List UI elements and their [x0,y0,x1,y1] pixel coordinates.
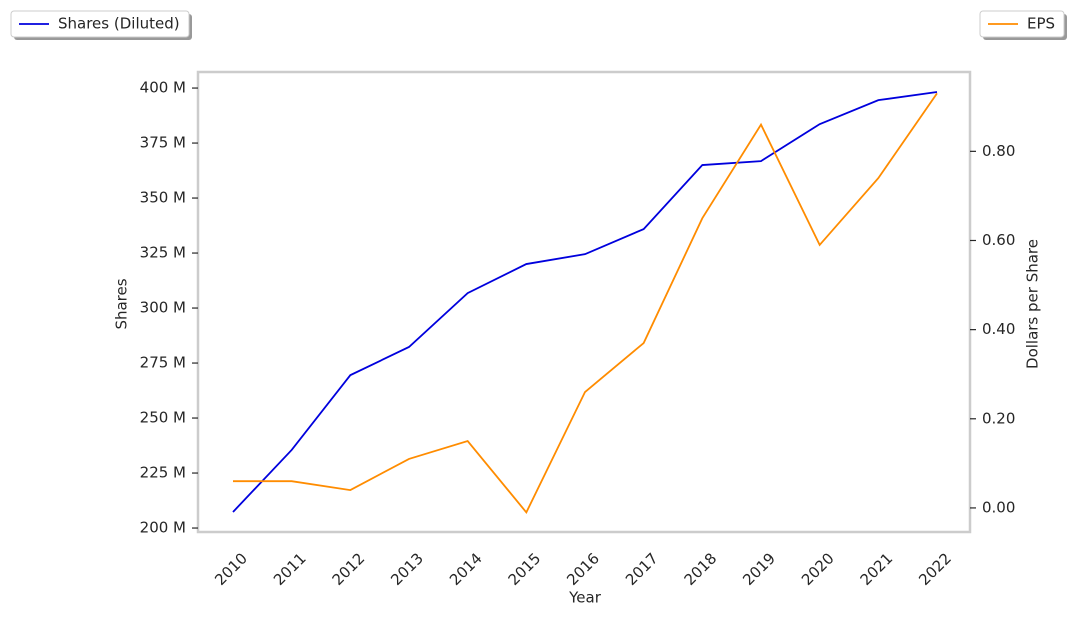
x-axis-label: Year [568,589,602,607]
y-tick-label: 200 M [140,519,186,537]
y2-tick-label: 0.00 [982,498,1015,516]
x-tick-label: 2013 [387,549,427,589]
line [233,92,938,515]
x-tick-label: 2016 [563,549,603,589]
x-tick-label: 2011 [270,549,310,589]
legend-label: EPS [1027,15,1055,33]
y-tick-label: 325 M [140,244,186,262]
legend-label: Shares (Diluted) [58,15,180,33]
line [232,91,938,513]
y-tick-label: 400 M [140,79,186,97]
x-tick-label: 2018 [681,549,721,589]
y-tick-label: 300 M [140,299,186,317]
y2-axis-label: Dollars per Share [1024,239,1042,369]
legend-box [10,10,190,38]
y-axis-label: Shares [113,278,131,329]
y2-tick-label: 0.80 [982,142,1015,160]
x-tick-label: 2012 [329,549,369,589]
x-tick-label: 2019 [739,549,779,589]
y-tick-label: 375 M [140,134,186,152]
y2-tick-label: 0.40 [982,320,1015,338]
x-tick-label: 2014 [446,549,486,589]
y-tick-label: 225 M [140,464,186,482]
y-tick-label: 250 M [140,409,186,427]
x-tick-label: 2022 [915,549,955,589]
x-tick-label: 2010 [211,549,251,589]
x-tick-label: 2020 [798,549,838,589]
y2-tick-label: 0.60 [982,231,1015,249]
y-tick-label: 275 M [140,354,186,372]
x-tick-label: 2015 [505,549,545,589]
y2-tick-label: 0.20 [982,409,1015,427]
plot-frame [196,70,972,534]
legend-box [979,10,1065,38]
y-tick-label: 350 M [140,189,186,207]
x-tick-label: 2021 [857,549,897,589]
x-tick-label: 2017 [622,549,662,589]
